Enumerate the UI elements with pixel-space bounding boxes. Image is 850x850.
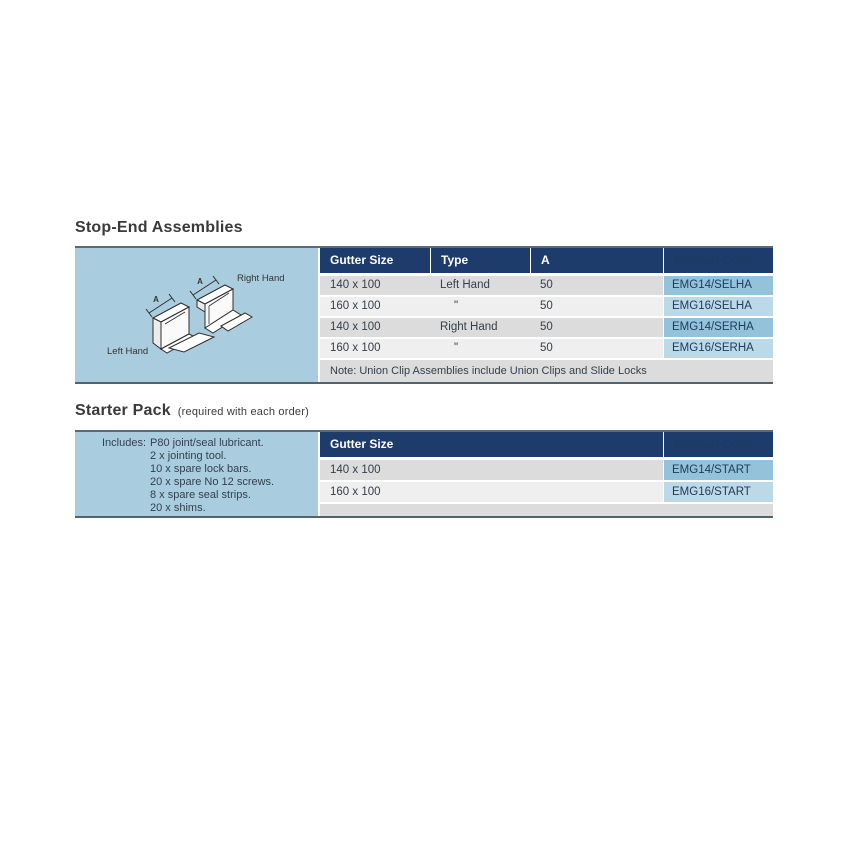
dimension-a-label-left: A xyxy=(153,295,159,304)
stop-end-table-header: Gutter Size Type A Product Code xyxy=(320,248,773,276)
left-hand-stop-end-drawing xyxy=(145,293,216,354)
left-hand-label: Left Hand xyxy=(107,346,148,357)
a-dimension-cell: 50 xyxy=(530,276,663,295)
gutter-size-cell: 160 x 100 xyxy=(320,482,663,502)
starter-pack-table: Gutter Size Product Code 140 x 100 EMG14… xyxy=(320,432,773,516)
col-header-a: A xyxy=(530,248,663,273)
stop-end-section-title: Stop-End Assemblies xyxy=(75,219,243,237)
dimension-a-label-right: A xyxy=(197,277,203,286)
includes-label: Includes: xyxy=(101,437,146,449)
stop-end-table: Gutter Size Type A Product Code 140 x 10… xyxy=(320,248,773,382)
product-code-cell: EMG14/SERHA xyxy=(663,318,773,337)
table-row: 160 x 100 EMG16/START xyxy=(320,482,773,504)
gutter-size-cell: 140 x 100 xyxy=(320,460,663,480)
col-header-gutter-size: Gutter Size xyxy=(330,437,394,451)
includes-item: P80 joint/seal lubricant. xyxy=(150,437,264,449)
includes-list: Includes: P80 joint/seal lubricant. 2 x … xyxy=(75,432,318,515)
includes-item: 2 x jointing tool. xyxy=(150,450,227,462)
includes-item: 8 x spare seal strips. xyxy=(150,489,251,501)
gutter-size-cell: 140 x 100 xyxy=(320,276,430,295)
type-cell: " xyxy=(430,339,530,358)
product-code-cell: EMG16/START xyxy=(663,482,773,502)
section-subtitle: (required with each order) xyxy=(177,406,309,418)
type-cell: Right Hand xyxy=(430,318,530,337)
product-code-cell: EMG14/SELHA xyxy=(663,276,773,295)
includes-item: 20 x spare No 12 screws. xyxy=(150,476,275,488)
page-title: Stop-End Assemblies xyxy=(75,219,243,236)
stop-end-diagram: A A Right Hand Left Hand xyxy=(107,273,285,357)
table-row: 160 x 100 " 50 EMG16/SERHA xyxy=(320,339,773,360)
col-header-type: Type xyxy=(430,248,530,273)
col-header-product-code: Product Code xyxy=(663,248,773,273)
starter-pack-block: Includes: P80 joint/seal lubricant. 2 x … xyxy=(75,430,773,518)
starter-pack-table-header: Gutter Size Product Code xyxy=(320,432,773,460)
product-code-cell: EMG16/SELHA xyxy=(663,297,773,316)
stop-end-diagram-panel: A A Right Hand Left Hand xyxy=(75,248,320,382)
table-row: 140 x 100 Right Hand 50 EMG14/SERHA xyxy=(320,318,773,339)
table-row: 140 x 100 Left Hand 50 EMG14/SELHA xyxy=(320,276,773,297)
gutter-size-cell: 160 x 100 xyxy=(320,339,430,358)
starter-pack-includes-panel: Includes: P80 joint/seal lubricant. 2 x … xyxy=(75,432,320,516)
stop-end-block: A A Right Hand Left Hand Gutter Size Typ… xyxy=(75,246,773,384)
gutter-size-cell: 140 x 100 xyxy=(320,318,430,337)
right-hand-label: Right Hand xyxy=(237,273,285,284)
type-cell: Left Hand xyxy=(430,276,530,295)
type-cell: " xyxy=(430,297,530,316)
includes-item: 20 x shims. xyxy=(150,502,206,514)
table-row: 140 x 100 EMG14/START xyxy=(320,460,773,482)
section-title-text: Starter Pack xyxy=(75,402,171,419)
includes-item: 10 x spare lock bars. xyxy=(150,463,252,475)
a-dimension-cell: 50 xyxy=(530,297,663,316)
starter-pack-section-title: Starter Pack (required with each order) xyxy=(75,402,309,420)
product-code-cell: EMG16/SERHA xyxy=(663,339,773,358)
a-dimension-cell: 50 xyxy=(530,318,663,337)
table-filler-row xyxy=(320,504,773,516)
product-code-cell: EMG14/START xyxy=(663,460,773,480)
table-note: Note: Union Clip Assemblies include Unio… xyxy=(320,360,773,382)
a-dimension-cell: 50 xyxy=(530,339,663,358)
gutter-size-cell: 160 x 100 xyxy=(320,297,430,316)
right-hand-stop-end-drawing xyxy=(189,275,253,334)
table-row: 160 x 100 " 50 EMG16/SELHA xyxy=(320,297,773,318)
col-header-gutter-size: Gutter Size xyxy=(330,253,394,267)
col-header-product-code: Product Code xyxy=(663,432,773,457)
